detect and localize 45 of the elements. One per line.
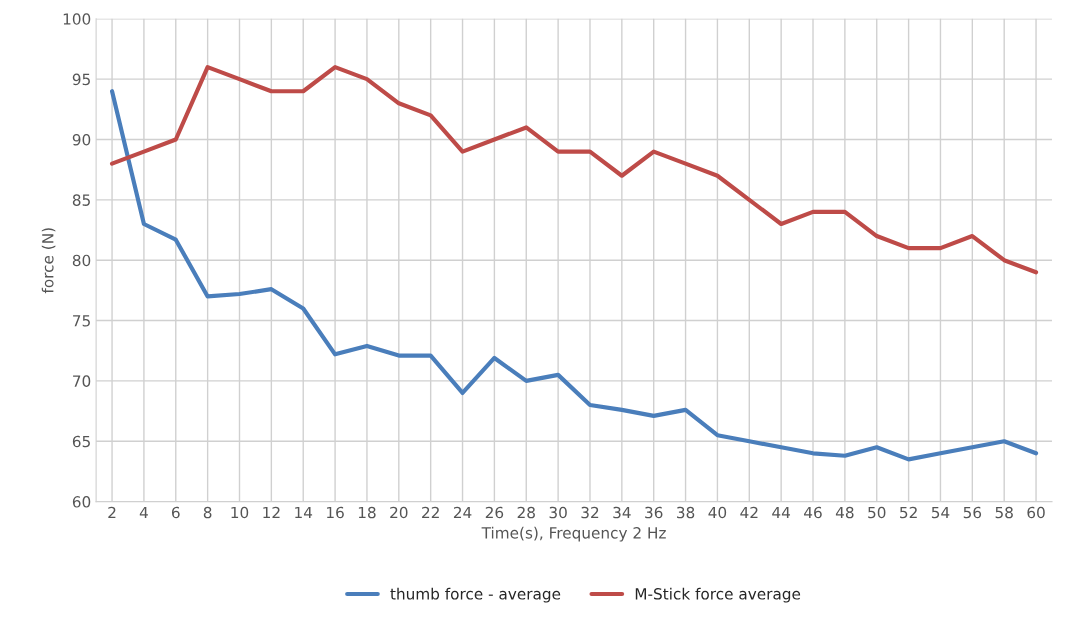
x-tick-label: 48 (835, 506, 854, 519)
x-tick-label: 26 (485, 506, 504, 519)
x-tick-label: 2 (108, 506, 116, 519)
x-tick-label: 30 (549, 506, 567, 519)
x-axis-title: Time(s), Frequency 2 Hz (481, 526, 666, 542)
x-tick-label: 58 (995, 506, 1013, 519)
y-tick-label: 90 (72, 133, 91, 146)
x-tick-label: 8 (203, 506, 212, 519)
x-tick-label: 36 (645, 506, 663, 519)
x-tick-label: 56 (963, 506, 982, 519)
y-tick-label: 80 (72, 254, 91, 267)
x-tick-label: 52 (900, 506, 917, 519)
x-tick-label: 34 (613, 506, 631, 519)
legend-label: M-Stick force average (635, 587, 801, 603)
x-tick-label: 14 (295, 506, 313, 519)
x-tick-label: 32 (581, 506, 599, 519)
legend-label: thumb force - average (390, 587, 561, 603)
line-series (109, 65, 1039, 275)
x-tick-label: 40 (708, 506, 727, 519)
y-tick-label: 60 (72, 496, 91, 508)
y-tick-label: 75 (73, 315, 90, 327)
line-series (109, 89, 1039, 462)
x-tick-label: 22 (422, 506, 439, 519)
x-tick-label: 38 (677, 506, 695, 519)
x-tick-label: 50 (868, 506, 886, 519)
x-tick-label: 42 (740, 506, 758, 519)
y-tick-label: 70 (73, 375, 91, 387)
y-tick-label: 95 (72, 73, 90, 86)
y-tick-label: 65 (72, 435, 90, 448)
y-tick-label: 100 (63, 13, 91, 25)
x-tick-label: 54 (931, 506, 950, 519)
x-tick-label: 12 (263, 506, 280, 519)
x-tick-label: 10 (231, 506, 249, 519)
y-tick-label: 85 (72, 194, 90, 206)
x-tick-label: 28 (517, 506, 535, 519)
x-tick-label: 6 (171, 506, 180, 519)
x-tick-label: 16 (327, 506, 344, 519)
x-tick-label: 20 (390, 506, 408, 519)
x-tick-label: 4 (139, 506, 148, 519)
x-tick-label: 46 (804, 506, 822, 519)
x-tick-label: 24 (453, 506, 472, 519)
x-tick-label: 18 (358, 506, 376, 519)
x-tick-label: 44 (772, 506, 791, 519)
x-tick-label: 60 (1027, 506, 1045, 519)
y-axis-title: force (N) (41, 228, 56, 294)
